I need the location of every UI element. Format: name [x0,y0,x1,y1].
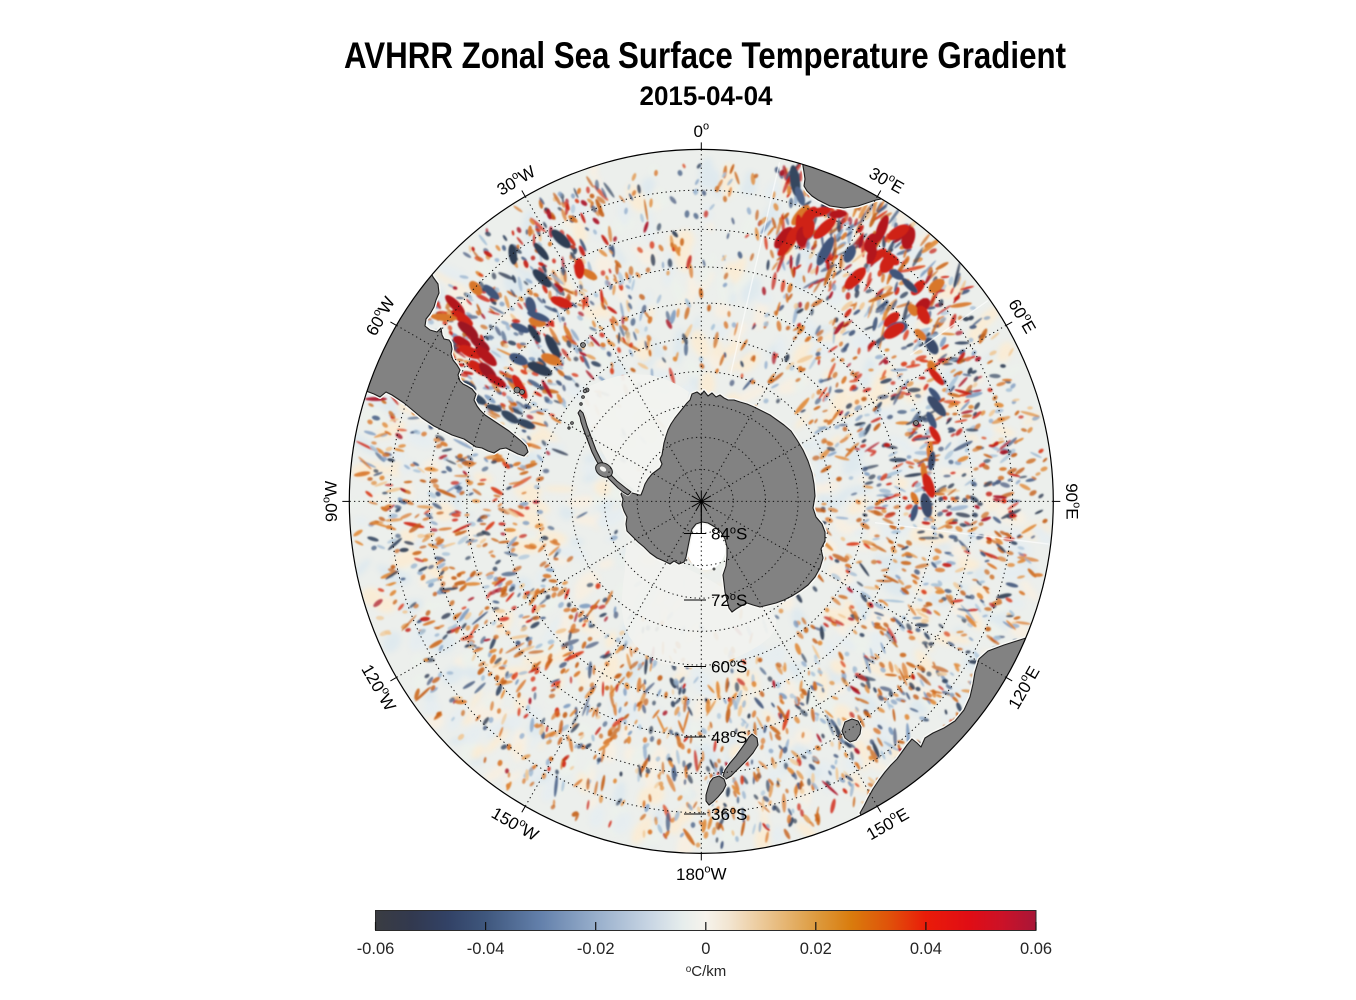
svg-text:0.06: 0.06 [1020,940,1052,958]
svg-text:oC/km: oC/km [686,963,727,980]
svg-text:180oW: 180oW [676,863,727,884]
svg-text:60oS: 60oS [711,658,747,677]
svg-text:0.04: 0.04 [910,940,942,958]
svg-text:84oS: 84oS [711,525,747,544]
svg-text:-0.02: -0.02 [577,940,615,958]
svg-text:36oS: 36oS [711,805,747,824]
svg-text:-0.06: -0.06 [357,940,395,958]
svg-text:-0.04: -0.04 [467,940,505,958]
svg-text:AVHRR Zonal Sea Surface Temper: AVHRR Zonal Sea Surface Temperature Grad… [344,35,1066,76]
svg-text:72oS: 72oS [711,591,747,610]
svg-text:0: 0 [701,940,710,958]
svg-text:90oE: 90oE [1062,483,1083,519]
svg-text:2015-04-04: 2015-04-04 [640,81,773,111]
svg-text:0.02: 0.02 [800,940,832,958]
svg-text:48oS: 48oS [711,728,747,747]
